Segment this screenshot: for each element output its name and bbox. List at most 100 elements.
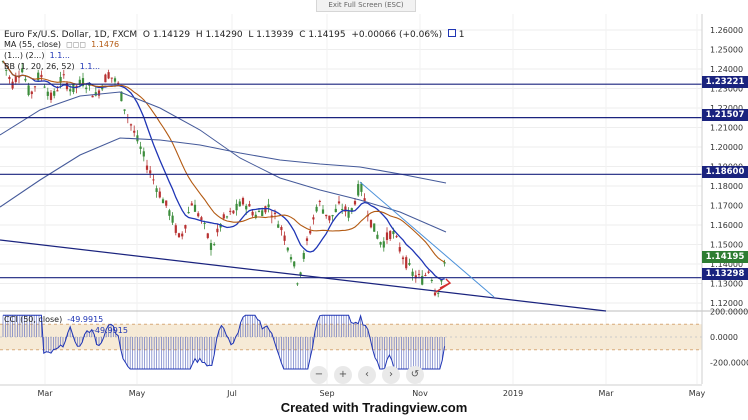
candle-body bbox=[337, 201, 341, 204]
time-tick-label: Jul bbox=[226, 389, 237, 398]
candle-body bbox=[315, 206, 318, 212]
symbol-title: Euro Fx/U.S. Dollar, 1D, FXCM bbox=[4, 30, 138, 40]
candle-body bbox=[357, 184, 360, 196]
candle-body bbox=[110, 77, 113, 79]
candle-body bbox=[113, 78, 117, 82]
candle-body bbox=[155, 188, 158, 192]
indicator-ma-main[interactable]: MA (55, close) ◻◻◻ 1.1476 bbox=[4, 40, 119, 49]
price-tick-label: 1.16000 bbox=[710, 221, 743, 230]
candle-body bbox=[53, 91, 56, 96]
candle-body bbox=[395, 236, 398, 238]
candle-body bbox=[56, 90, 59, 92]
price-tick-label: 1.15000 bbox=[710, 241, 743, 250]
candle-body bbox=[437, 292, 440, 294]
reset-chart-button[interactable]: ↺ bbox=[406, 366, 424, 384]
time-tick-label: Nov bbox=[412, 389, 428, 398]
candle-body bbox=[427, 271, 430, 273]
cci-secondary: -49.9915 bbox=[92, 326, 128, 335]
candle-body bbox=[24, 78, 27, 81]
candle-body bbox=[408, 263, 411, 265]
candle-body bbox=[328, 215, 331, 221]
candle-body bbox=[376, 234, 379, 239]
candle-body bbox=[312, 217, 315, 220]
candle-body bbox=[283, 235, 286, 241]
cci-line bbox=[3, 313, 446, 370]
candle-body bbox=[331, 215, 334, 217]
price-tick-label: 1.12000 bbox=[710, 299, 743, 308]
candle-body bbox=[299, 272, 302, 275]
candle-body bbox=[267, 204, 270, 208]
candle-body bbox=[117, 82, 120, 84]
candle-body bbox=[59, 76, 62, 83]
time-tick-label: 2019 bbox=[503, 389, 523, 398]
candle-body bbox=[62, 74, 65, 76]
ma-main-value: 1.1476 bbox=[91, 40, 120, 49]
scroll-forward-button[interactable]: › bbox=[382, 366, 400, 384]
cci-label: CCI (50, close) bbox=[4, 315, 63, 324]
candle-body bbox=[235, 203, 238, 211]
candle-body bbox=[430, 279, 433, 281]
candle-body bbox=[245, 205, 248, 210]
price-tick-label: 1.14000 bbox=[710, 260, 743, 269]
candle-body bbox=[171, 215, 174, 223]
candle-body bbox=[21, 68, 24, 73]
candle-body bbox=[241, 198, 245, 205]
candle-body bbox=[91, 95, 94, 98]
candle-body bbox=[65, 82, 69, 90]
level-label-1: 1.23221 bbox=[702, 76, 748, 88]
candle-body bbox=[206, 233, 209, 238]
bb-label: BB (1, 20, 26, 52) bbox=[4, 62, 75, 71]
candle-body bbox=[222, 214, 225, 219]
candle-body bbox=[177, 233, 181, 238]
settings-icon[interactable]: ◻◻◻ bbox=[66, 40, 87, 49]
candle-body bbox=[104, 74, 107, 83]
candle-body bbox=[321, 209, 325, 214]
symbol-header: Euro Fx/U.S. Dollar, 1D, FXCM O 1.14129 … bbox=[4, 29, 464, 40]
candle-body bbox=[382, 241, 385, 248]
indicator-cci[interactable]: CCI (50, close) -49.9915 bbox=[4, 315, 103, 324]
count-badge: 1 bbox=[458, 30, 465, 40]
candle-body bbox=[165, 200, 168, 206]
candle-body bbox=[363, 198, 366, 201]
price-tick-label: 1.24000 bbox=[710, 65, 743, 74]
candle-body bbox=[280, 227, 283, 231]
candle-body bbox=[168, 210, 171, 216]
level-label-3: 1.18600 bbox=[702, 166, 748, 178]
price-tick-label: 1.18000 bbox=[710, 182, 743, 191]
zoom-in-button[interactable]: + bbox=[334, 366, 352, 384]
candle-body bbox=[293, 261, 296, 267]
candle-body bbox=[309, 230, 312, 234]
candlesticks bbox=[1, 60, 446, 298]
candle-body bbox=[401, 257, 405, 260]
candle-body bbox=[373, 223, 376, 232]
candle-body bbox=[254, 214, 257, 219]
candle-body bbox=[133, 130, 136, 133]
candle-body bbox=[152, 179, 155, 181]
lower-trendline bbox=[0, 239, 607, 312]
candle-body bbox=[158, 191, 161, 198]
exit-fullscreen-button[interactable]: Exit Full Screen (ESC) bbox=[316, 0, 416, 12]
candle-body bbox=[136, 135, 139, 142]
cci-panel: 200.0000 0.0000 -200.0000 bbox=[0, 307, 748, 370]
zoom-out-button[interactable]: − bbox=[310, 366, 328, 384]
cci-tick-label: 200.0000 bbox=[710, 307, 748, 316]
candle-body bbox=[433, 292, 437, 296]
indicator-bb[interactable]: BB (1, 20, 26, 52) 1.1... bbox=[4, 62, 100, 71]
level-label-2: 1.21507 bbox=[702, 109, 748, 121]
candle-body bbox=[225, 216, 229, 218]
candle-body bbox=[414, 275, 417, 279]
current-price-label: 1.14195 bbox=[702, 251, 748, 263]
candle-body bbox=[145, 165, 149, 170]
candle-body bbox=[27, 85, 30, 96]
scroll-back-button[interactable]: ‹ bbox=[358, 366, 376, 384]
price-tick-label: 1.23000 bbox=[710, 85, 743, 94]
indicator-ma-second[interactable]: (1...) (2...) 1.1... bbox=[4, 51, 70, 60]
candle-body bbox=[123, 109, 126, 111]
price-tick-label: 1.17000 bbox=[710, 202, 743, 211]
candle-body bbox=[350, 208, 353, 212]
ohlc-low: L 1.13939 bbox=[248, 30, 294, 40]
candle-body bbox=[325, 214, 328, 217]
upper-trendline bbox=[359, 181, 495, 298]
ohlc-close: C 1.14195 bbox=[299, 30, 346, 40]
